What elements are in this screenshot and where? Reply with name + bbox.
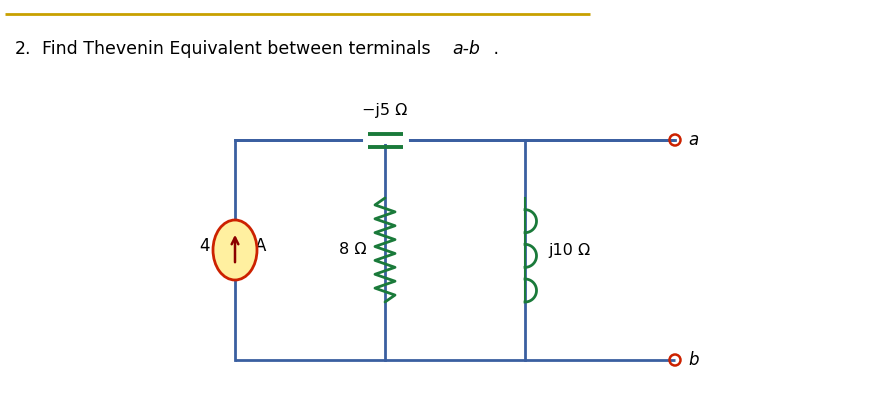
Text: 0°: 0°	[230, 236, 246, 250]
Text: a: a	[688, 131, 698, 149]
Text: ∠: ∠	[214, 239, 228, 253]
Text: 2.: 2.	[15, 40, 31, 58]
Text: .: .	[488, 40, 499, 58]
Text: −j5 Ω: −j5 Ω	[363, 103, 408, 118]
Text: A: A	[255, 237, 266, 255]
Text: j10 Ω: j10 Ω	[548, 243, 591, 258]
Ellipse shape	[213, 220, 257, 280]
Text: Find Thevenin Equivalent between terminals: Find Thevenin Equivalent between termina…	[42, 40, 436, 58]
Text: 8 Ω: 8 Ω	[339, 243, 367, 258]
Text: a-b: a-b	[452, 40, 480, 58]
Text: 4: 4	[199, 237, 210, 255]
Text: b: b	[688, 351, 698, 369]
